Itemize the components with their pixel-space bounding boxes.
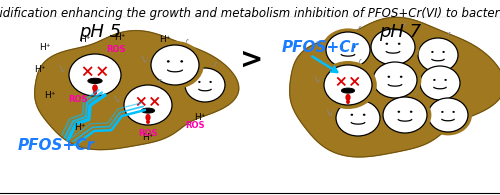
Ellipse shape (346, 100, 350, 104)
Text: ROS: ROS (106, 45, 126, 54)
Ellipse shape (142, 108, 154, 113)
Ellipse shape (371, 29, 415, 65)
Ellipse shape (373, 62, 417, 98)
Ellipse shape (452, 111, 455, 113)
Text: H⁺: H⁺ (142, 132, 154, 142)
Ellipse shape (180, 60, 183, 63)
Ellipse shape (442, 51, 445, 53)
Ellipse shape (386, 43, 388, 45)
Ellipse shape (346, 94, 350, 101)
Ellipse shape (64, 50, 126, 100)
Ellipse shape (185, 68, 225, 102)
Text: H⁺: H⁺ (39, 43, 51, 51)
Text: H⁺: H⁺ (44, 90, 56, 99)
Ellipse shape (441, 111, 444, 113)
Ellipse shape (69, 54, 121, 96)
Ellipse shape (332, 96, 384, 140)
Ellipse shape (324, 65, 372, 105)
Ellipse shape (322, 28, 374, 72)
Text: pH 5: pH 5 (79, 23, 121, 41)
Text: H⁺: H⁺ (194, 113, 206, 121)
Text: H⁺: H⁺ (79, 35, 91, 44)
Ellipse shape (342, 88, 354, 93)
Ellipse shape (124, 85, 172, 125)
Ellipse shape (378, 93, 432, 137)
Ellipse shape (388, 76, 390, 78)
Ellipse shape (151, 45, 199, 85)
Text: H⁺: H⁺ (114, 33, 126, 42)
Ellipse shape (383, 97, 427, 133)
Ellipse shape (319, 61, 377, 109)
Text: pH 7: pH 7 (379, 23, 421, 41)
Ellipse shape (198, 81, 200, 83)
Polygon shape (34, 31, 239, 150)
Ellipse shape (210, 81, 212, 83)
Ellipse shape (366, 25, 420, 69)
Ellipse shape (400, 76, 402, 78)
Ellipse shape (350, 114, 353, 116)
Ellipse shape (416, 63, 464, 103)
Ellipse shape (398, 43, 400, 45)
Ellipse shape (398, 111, 400, 113)
Ellipse shape (428, 98, 468, 132)
Ellipse shape (424, 95, 472, 135)
Ellipse shape (418, 38, 458, 72)
Text: ROS: ROS (68, 96, 88, 105)
Ellipse shape (420, 66, 460, 100)
Ellipse shape (92, 84, 98, 92)
Text: ROS: ROS (185, 121, 205, 129)
Ellipse shape (119, 81, 177, 129)
Ellipse shape (336, 100, 380, 136)
Ellipse shape (368, 58, 422, 102)
Ellipse shape (93, 90, 97, 95)
Text: PFOS+Cr: PFOS+Cr (282, 40, 359, 54)
Ellipse shape (431, 51, 434, 53)
Ellipse shape (146, 114, 150, 121)
Ellipse shape (88, 78, 102, 83)
Ellipse shape (353, 46, 356, 48)
Ellipse shape (363, 114, 366, 116)
Text: H⁺: H⁺ (159, 35, 171, 44)
Ellipse shape (414, 35, 462, 75)
Ellipse shape (444, 79, 447, 81)
Ellipse shape (181, 65, 229, 105)
Text: ROS: ROS (138, 129, 158, 137)
Ellipse shape (326, 32, 370, 68)
Text: H⁺: H⁺ (34, 66, 46, 74)
Ellipse shape (146, 120, 150, 124)
Ellipse shape (146, 41, 204, 89)
Ellipse shape (167, 60, 170, 63)
Text: H⁺: H⁺ (74, 122, 86, 131)
Text: PFOS+Cr: PFOS+Cr (18, 137, 95, 152)
Polygon shape (290, 17, 500, 157)
Text: >: > (240, 46, 264, 74)
Text: Acidification enhancing the growth and metabolism inhibition of PFOS+Cr(VI) to b: Acidification enhancing the growth and m… (0, 7, 500, 20)
Ellipse shape (340, 46, 343, 48)
Ellipse shape (410, 111, 412, 113)
Ellipse shape (433, 79, 436, 81)
